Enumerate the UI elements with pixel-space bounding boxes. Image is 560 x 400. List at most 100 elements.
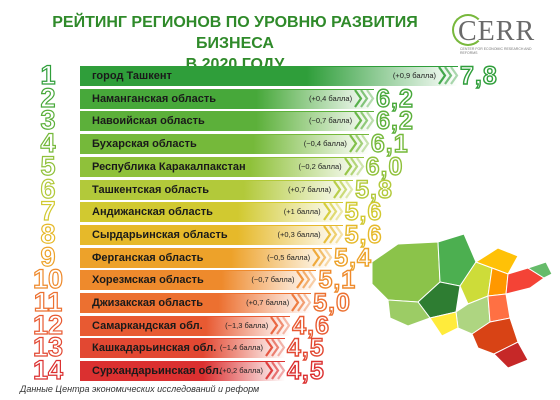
map-region	[505, 267, 545, 295]
region-label: Наманганская область	[92, 92, 216, 105]
chevron-icon	[322, 202, 332, 221]
chevron-icon	[339, 179, 348, 199]
score-value: 4,5	[286, 357, 325, 386]
chevron-icon	[438, 66, 447, 85]
region-bar: Республика Каракалпакстан (−0,2 балла)	[80, 156, 364, 177]
rank-number: 14	[32, 355, 64, 386]
region-bar: Сырдарьинская область (+0,3 балла)	[80, 224, 343, 245]
score-value: 5,1	[318, 266, 357, 295]
region-label: Республика Каракалпакстан	[92, 160, 246, 173]
region-bar: Хорезмская область (−0,7 балла)	[80, 270, 317, 291]
chevron-icon	[282, 316, 291, 335]
rank-number: 7	[40, 196, 56, 227]
map-region	[474, 247, 519, 275]
chevron-icon	[354, 134, 364, 153]
change-label: (+1 балла)	[283, 207, 321, 217]
region-label: Ферганская область	[92, 251, 204, 264]
score-value: 6,2	[375, 84, 414, 113]
region-label: Хорезмская область	[92, 274, 204, 287]
chevron-icon	[312, 247, 321, 267]
map-region	[493, 341, 529, 369]
chevron-icon	[308, 270, 317, 289]
chevron-icon	[360, 134, 370, 153]
source-footnote: Данные Центра экономических исследований…	[20, 384, 260, 394]
map-region	[526, 261, 553, 279]
region-label: город Ташкент	[92, 70, 172, 82]
chevron-icon	[366, 89, 375, 108]
chevron-icon	[302, 270, 311, 289]
chevron-icon	[322, 225, 332, 244]
change-label: (+0,9 балла)	[392, 71, 436, 80]
logo-text: CERR	[458, 16, 536, 47]
rank-number: 11	[33, 287, 63, 317]
score-value: 6,1	[370, 130, 409, 159]
score-value: 5,8	[354, 175, 393, 204]
region-bar: Бухарская область (−0,4 балла)	[80, 134, 369, 155]
chevron-icon	[303, 293, 312, 312]
region-label: Навоийская область	[92, 115, 205, 128]
uzbekistan-map	[371, 233, 553, 369]
chevron-icon	[450, 66, 459, 85]
region-label: Бухарская область	[92, 138, 197, 151]
change-label: (−1,3 балла)	[225, 320, 269, 330]
title-line-1: РЕЙТИНГ РЕГИОНОВ ПО УРОВНЮ РАЗВИТИЯ БИЗН…	[52, 14, 418, 52]
region-bar: Наманганская область (+0,4 балла)	[80, 88, 375, 109]
chevron-icon	[360, 111, 369, 131]
region-bar: Кашкадарьинская обл. (−1,4 балла)	[80, 338, 285, 359]
map-region	[487, 293, 511, 323]
chevron-icon	[271, 338, 280, 358]
logo-ring-icon	[452, 14, 484, 46]
chevron-icon	[345, 179, 354, 199]
chevron-icon	[328, 202, 338, 221]
change-label: (+0,7 балла)	[288, 184, 332, 194]
chevron-icon	[444, 66, 453, 85]
rank-number: 13	[32, 332, 64, 363]
chevron-icon	[271, 361, 280, 380]
chevron-icon	[349, 157, 358, 176]
change-label: (−1,4 балла)	[219, 343, 263, 353]
score-value: 5,4	[333, 243, 372, 272]
region-bar: город Ташкент (+0,9 балла)	[80, 66, 458, 86]
chevron-icon	[277, 338, 286, 358]
chevron-icon	[324, 247, 333, 267]
rank-number: 4	[40, 128, 56, 159]
chevron-icon	[354, 111, 363, 131]
map-region	[429, 311, 459, 337]
logo-subtitle: CENTER FOR ECONOMIC RESEARCH AND REFORMS	[460, 47, 532, 55]
chevron-icon	[366, 111, 375, 131]
chevron-icon	[318, 247, 327, 267]
rank-number: 5	[40, 150, 56, 181]
change-label: (+0,4 балла)	[309, 93, 353, 103]
chevron-icon	[348, 134, 358, 153]
chevron-icon	[334, 202, 344, 221]
chevron-icon	[277, 361, 286, 380]
score-value: 6,2	[375, 107, 414, 136]
chevron-icon	[297, 293, 306, 312]
rank-number: 8	[40, 218, 56, 249]
region-label: Джизакская область	[92, 297, 204, 309]
change-label: (+0,2 балла)	[219, 366, 263, 376]
chevron-icon	[333, 179, 342, 199]
region-bar: Навоийская область (−0,7 балла)	[80, 111, 375, 132]
rank-number: 10	[32, 264, 64, 295]
score-value: 4,5	[286, 334, 325, 363]
region-label: Кашкадарьинская обл.	[92, 342, 217, 355]
chevron-icon	[265, 338, 274, 358]
change-label: (+0,3 балла)	[277, 229, 321, 239]
chevron-icon	[355, 157, 364, 176]
change-label: (−0,7 балла)	[251, 275, 295, 285]
change-label: (−0,5 балла)	[267, 252, 311, 262]
region-label: Андижанская область	[92, 206, 213, 219]
map-region	[387, 299, 431, 327]
score-value: 5,6	[344, 198, 383, 227]
rank-number: 9	[40, 241, 56, 272]
score-value: 4,6	[292, 311, 330, 340]
score-value: 7,8	[459, 62, 498, 90]
chevron-icon	[296, 270, 305, 289]
region-label: Самаркандская обл.	[92, 319, 203, 332]
chevron-icon	[328, 225, 338, 244]
change-label: (−0,2 балла)	[298, 161, 342, 171]
chevron-icon	[354, 89, 363, 108]
change-label: (−0,7 балла)	[309, 116, 353, 126]
score-value: 6,0	[365, 152, 404, 181]
